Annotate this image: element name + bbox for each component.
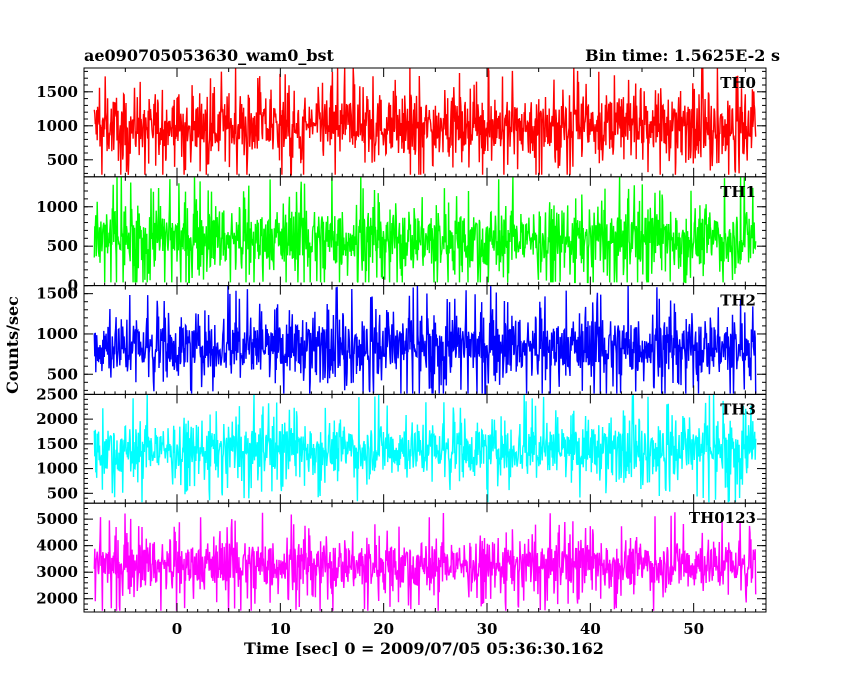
y-tick-label: 500 (47, 237, 78, 255)
x-tick-label: 10 (270, 620, 291, 638)
panel-th0123: 2000 3000 4000 5000 TH0123 (36, 502, 767, 613)
y-tick-label: 1500 (36, 435, 78, 453)
panel-th2: 500 1000 1500 TH2 (36, 285, 767, 395)
y-tick-label: 1500 (36, 285, 78, 303)
series-th3 (93, 394, 757, 503)
series-th0 (93, 68, 757, 176)
y-tick-label: 3000 (36, 563, 78, 581)
y-tick-label: 1500 (36, 83, 78, 101)
y-axis-label: Counts/sec (3, 296, 22, 394)
y-tick-label: 2000 (36, 410, 78, 428)
x-tick-label: 30 (477, 620, 498, 638)
panel-th3: 500 1000 1500 2000 2500 TH3 (36, 385, 767, 504)
x-tick-label: 50 (683, 620, 704, 638)
x-tick-label: 40 (580, 620, 601, 638)
panel-label: TH0 (720, 74, 756, 92)
panel-th0: 500 1000 1500 TH0 (36, 67, 767, 178)
y-tick-label: 2500 (36, 385, 78, 403)
y-tick-label: 500 (47, 365, 78, 383)
x-axis: 0 10 20 30 40 50 (172, 620, 704, 638)
y-tick-label: 500 (47, 151, 78, 169)
panel-label: TH0123 (689, 509, 756, 527)
series-th1 (93, 176, 757, 284)
y-tick-label: 1000 (36, 198, 78, 216)
y-tick-label: 4000 (36, 537, 78, 555)
x-tick-label: 20 (373, 620, 394, 638)
panel-label: TH2 (720, 292, 756, 310)
series-th2 (93, 285, 757, 395)
panel-th1: 0 500 1000 TH1 (36, 176, 767, 295)
panel-label: TH1 (720, 183, 756, 201)
y-tick-label: 1000 (36, 460, 78, 478)
y-tick-label: 5000 (36, 510, 78, 528)
panel-label: TH3 (720, 400, 756, 418)
y-tick-label: 500 (47, 484, 78, 502)
y-tick-label: 1000 (36, 117, 78, 135)
y-tick-label: 2000 (36, 590, 78, 608)
y-tick-label: 0 (68, 277, 78, 295)
chart-title-right: Bin time: 1.5625E-2 s (585, 46, 780, 65)
x-tick-label: 0 (172, 620, 182, 638)
chart-title-left: ae090705053630_wam0_bst (84, 46, 335, 65)
series-th0123 (93, 512, 757, 611)
y-tick-label: 1000 (36, 325, 78, 343)
x-axis-label: Time [sec] 0 = 2009/07/05 05:36:30.162 (244, 639, 604, 658)
